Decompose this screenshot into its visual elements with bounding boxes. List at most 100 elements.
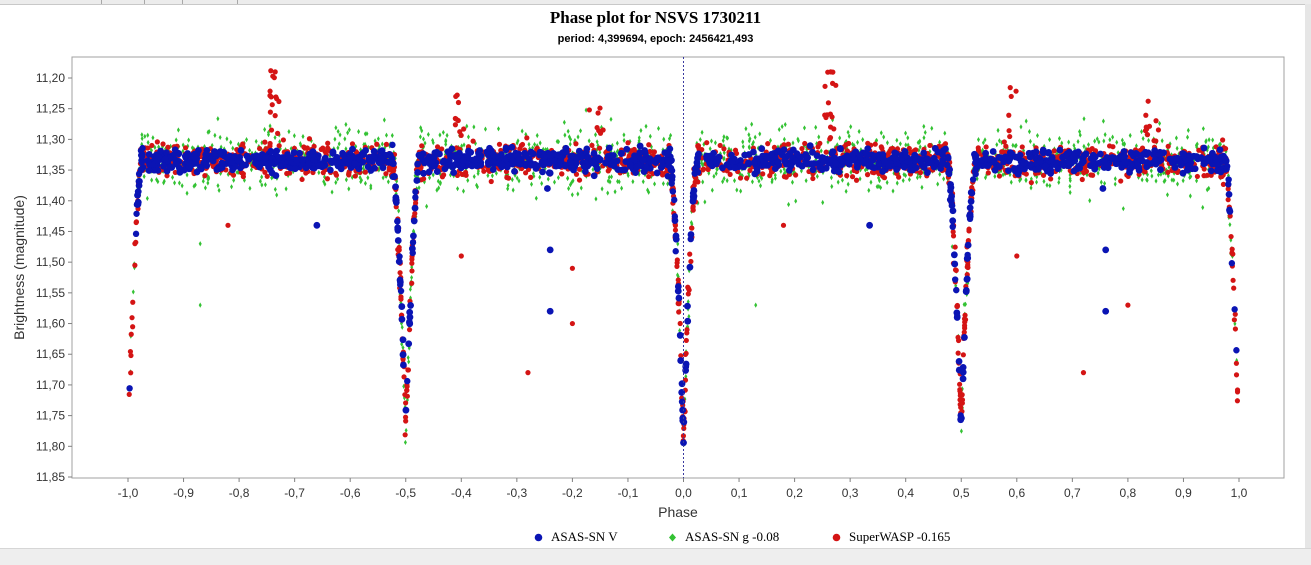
data-point-superwasp [398,294,404,300]
data-point-asas-sn-g [330,189,334,195]
data-point-asas-sn-g [639,127,643,134]
data-point-superwasp [1201,166,1207,172]
data-point-asas-sn-g [533,141,537,148]
legend-marker-circle-icon [832,533,841,541]
data-point-asas-sn-v [695,150,702,157]
data-point-superwasp [704,140,710,146]
top-tab[interactable] [144,0,183,4]
data-point-asas-sn-v [134,188,142,196]
data-point-superwasp [955,337,962,344]
data-point-asas-sn-v [668,180,675,187]
data-point-superwasp [880,173,886,179]
data-point-asas-sn-g [847,133,851,139]
data-point-asas-sn-g [1145,177,1149,183]
legend-item-superwasp: SuperWASP -0.165 [832,529,950,545]
data-point-superwasp [324,176,331,182]
x-tick-label: 0,4 [897,486,914,500]
data-point-asas-sn-v [1099,185,1107,192]
top-tab[interactable] [182,0,238,4]
data-point-superwasp [957,397,963,403]
data-point-asas-sn-g [1156,172,1160,178]
data-point-asas-sn-v [946,196,954,203]
data-point-asas-sn-v [672,232,680,240]
data-point-asas-sn-v [546,307,554,315]
data-point-superwasp [461,126,467,132]
data-point-asas-sn-v [712,158,720,166]
data-point-asas-sn-v [989,148,997,155]
x-tick-label: -0,7 [284,486,305,500]
data-point-asas-sn-g [301,133,305,140]
y-tick-label: 11,20 [36,71,65,85]
data-point-asas-sn-v [389,173,397,181]
data-point-asas-sn-g [540,180,544,187]
data-point-superwasp [1227,213,1233,219]
data-point-asas-sn-g [1072,142,1076,149]
data-point-superwasp [404,387,410,394]
data-point-asas-sn-g [1045,182,1049,188]
data-point-asas-sn-v [1065,148,1073,156]
data-point-superwasp [1003,143,1009,149]
data-point-asas-sn-v [411,204,419,212]
data-point-asas-sn-g [846,181,850,187]
data-point-asas-sn-v [774,158,782,166]
data-point-asas-sn-g [856,139,860,146]
data-point-superwasp [674,257,680,263]
data-point-asas-sn-v [568,164,576,172]
data-point-superwasp [165,144,171,150]
data-point-asas-sn-g [662,136,666,142]
data-point-asas-sn-g [534,195,538,201]
data-point-superwasp [504,174,510,181]
data-point-asas-sn-g [174,137,178,143]
data-point-asas-sn-v [502,144,510,152]
data-point-asas-sn-v [202,151,210,158]
x-axis-title: Phase [658,504,698,520]
data-point-superwasp [853,177,860,183]
data-point-asas-sn-v [689,193,697,200]
data-point-asas-sn-v [639,157,647,164]
data-point-superwasp [1081,170,1087,176]
data-point-superwasp [172,169,178,176]
data-point-asas-sn-g [773,175,777,181]
data-point-superwasp [681,425,687,431]
data-point-asas-sn-v [964,251,971,259]
top-tab[interactable] [101,0,145,4]
data-point-asas-sn-v [947,187,954,194]
data-point-asas-sn-v [982,149,990,157]
data-point-asas-sn-g [782,136,786,143]
data-point-superwasp [1080,370,1087,376]
data-point-superwasp [747,167,753,173]
data-point-asas-sn-v [674,287,682,295]
data-point-asas-sn-v [804,154,812,161]
data-point-asas-sn-v [844,158,852,166]
data-point-superwasp [268,94,274,100]
data-point-asas-sn-g [567,134,571,140]
data-point-asas-sn-v [428,159,436,167]
data-point-superwasp [1208,172,1214,178]
data-point-superwasp [1165,169,1171,175]
data-point-asas-sn-v [255,153,263,161]
data-point-asas-sn-g [849,124,853,130]
x-tick-label: -0,8 [229,486,250,500]
data-point-asas-sn-v [272,172,280,179]
data-point-superwasp [692,179,698,185]
data-point-asas-sn-g [198,241,202,247]
data-point-asas-sn-g [600,186,604,192]
data-point-asas-sn-v [590,150,598,157]
y-tick-label: 11,85 [36,470,65,484]
data-point-asas-sn-g [721,138,725,144]
data-point-superwasp [183,145,189,151]
data-point-asas-sn-g [420,128,424,134]
data-point-asas-sn-v [866,221,873,229]
data-point-asas-sn-g [333,136,337,142]
data-point-asas-sn-v [414,160,422,168]
data-point-asas-sn-v [1090,158,1098,166]
data-point-asas-sn-v [171,146,179,154]
data-point-asas-sn-v [394,225,401,233]
data-point-superwasp [267,109,273,115]
data-point-superwasp [230,172,237,178]
data-point-superwasp [559,171,565,177]
data-point-asas-sn-v [396,253,403,260]
data-point-asas-sn-g [594,132,598,138]
data-point-asas-sn-g [336,128,340,135]
top-tab[interactable] [0,0,102,4]
